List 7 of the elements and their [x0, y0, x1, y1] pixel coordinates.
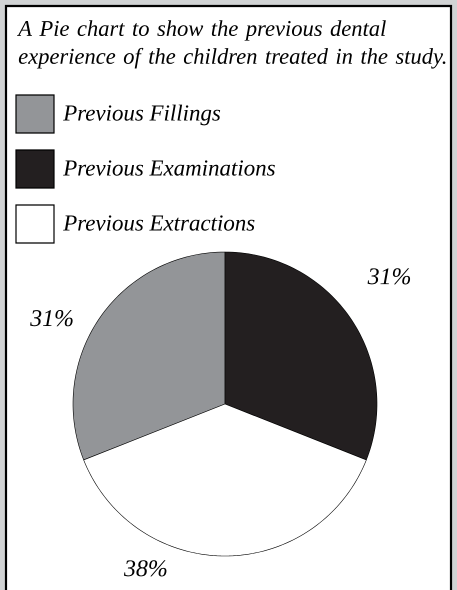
chart-title: A Pie chart to show the previous dental experience of the children treated in the study. — [16, 20, 446, 69]
legend-label: Previous Examinations — [63, 160, 275, 176]
data-label: 31% — [30, 310, 73, 326]
legend-label: Previous Fillings — [63, 104, 220, 126]
data-label: 38% — [124, 560, 166, 576]
data-label: 31% — [368, 268, 410, 284]
legend-label: Previous Extractions — [63, 215, 254, 231]
